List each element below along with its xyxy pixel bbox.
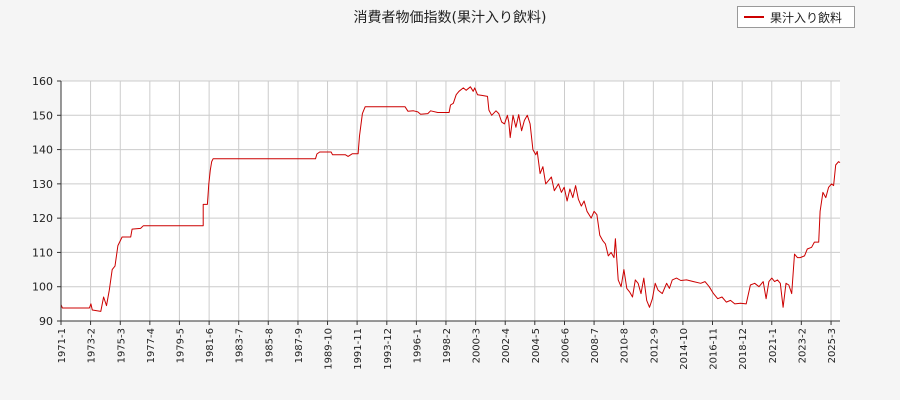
y-tick-label: 90 [39, 315, 53, 328]
x-tick-label: 1975-3 [116, 328, 127, 363]
x-tick-label: 2023-2 [797, 328, 808, 363]
y-tick-label: 110 [32, 246, 53, 259]
y-tick-label: 100 [32, 281, 53, 294]
y-tick-label: 150 [32, 109, 53, 122]
x-tick-label: 2018-12 [738, 328, 749, 370]
x-tick-label: 1985-8 [264, 328, 275, 363]
x-tick-label: 1993-12 [383, 328, 394, 370]
y-tick-label: 130 [32, 178, 53, 191]
x-tick-label: 1998-2 [442, 328, 453, 363]
x-axis: 1971-1 1973-2 1975-3 1977-4 1979-5 1981-6 1983… [57, 321, 838, 370]
legend: 果汁入り飲料 [737, 6, 855, 28]
x-tick-label: 2000-3 [472, 328, 483, 363]
x-tick-label: 1991-11 [353, 328, 364, 370]
x-tick-label: 2006-6 [561, 328, 572, 363]
x-tick-label: 2008-7 [590, 328, 601, 363]
x-tick-label: 2002-4 [501, 328, 512, 363]
y-tick-label: 140 [32, 144, 53, 157]
x-tick-label: 1996-1 [412, 328, 423, 363]
series-layer [60, 86, 841, 312]
y-axis: 90 100 110 120 130 140 150 160 [32, 75, 61, 328]
x-tick-label: 2010-8 [620, 328, 631, 363]
x-tick-label: 2004-5 [531, 328, 542, 363]
grid [60, 80, 840, 322]
series-line-0 [60, 86, 841, 312]
x-tick-label: 2016-11 [708, 328, 719, 370]
y-tick-label: 160 [32, 75, 53, 88]
x-tick-label: 1979-5 [175, 328, 186, 363]
x-tick-label: 1987-9 [294, 328, 305, 363]
x-tick-label: 1971-1 [57, 328, 68, 363]
legend-swatch [744, 16, 764, 18]
x-tick-label: 2025-3 [827, 328, 838, 363]
chart-title: 消費者物価指数(果汁入り飲料) [354, 10, 547, 26]
legend-label: 果汁入り飲料 [770, 10, 843, 25]
x-tick-label: 1977-4 [146, 328, 157, 363]
x-tick-label: 2012-9 [649, 328, 660, 363]
x-tick-label: 1981-6 [205, 328, 216, 363]
x-tick-label: 1983-7 [235, 328, 246, 363]
x-tick-label: 2014-10 [679, 328, 690, 370]
y-tick-label: 120 [32, 212, 53, 225]
x-tick-label: 2021-1 [768, 328, 779, 363]
x-tick-label: 1973-2 [87, 328, 98, 363]
plot-area [61, 81, 840, 321]
x-tick-label: 1989-10 [324, 328, 335, 370]
